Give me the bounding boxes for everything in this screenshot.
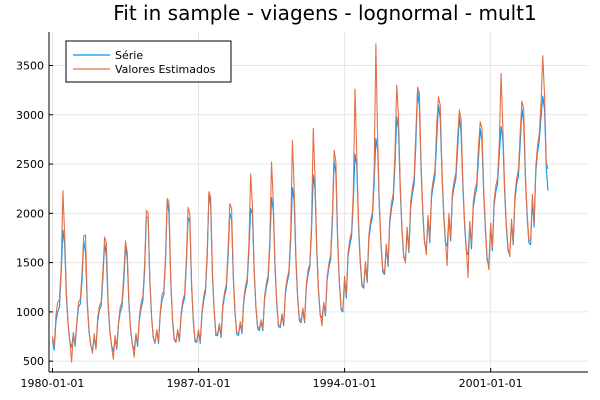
y-tick-label: 3500	[16, 60, 44, 73]
axes-layer	[48, 32, 588, 373]
y-tick-label: 1000	[16, 306, 44, 319]
y-tick-label: 500	[23, 355, 44, 368]
grid-layer	[49, 32, 588, 372]
y-tick-label: 2500	[16, 158, 44, 171]
chart-title: Fit in sample - viagens - lognormal - mu…	[113, 1, 537, 25]
legend-label-valores-estimados: Valores Estimados	[115, 63, 216, 76]
x-tick-label: 2001-01-01	[459, 377, 523, 390]
x-tick-label: 1987-01-01	[167, 377, 231, 390]
y-tick-label: 2000	[16, 207, 44, 220]
x-tick-label: 1980-01-01	[21, 377, 85, 390]
legend-box	[65, 40, 232, 83]
y-tick-label: 3000	[16, 109, 44, 122]
y-tick-label: 1500	[16, 257, 44, 270]
tick-layer: 1980-01-01 1987-01-01 1994-01-01 2001-01-01…	[16, 60, 523, 390]
legend: Série Valores Estimados	[65, 40, 232, 83]
x-tick-label: 1994-01-01	[313, 377, 377, 390]
series-layer	[51, 43, 549, 363]
series-line-valores-estimados	[51, 43, 549, 363]
legend-label-serie: Série	[115, 49, 143, 62]
